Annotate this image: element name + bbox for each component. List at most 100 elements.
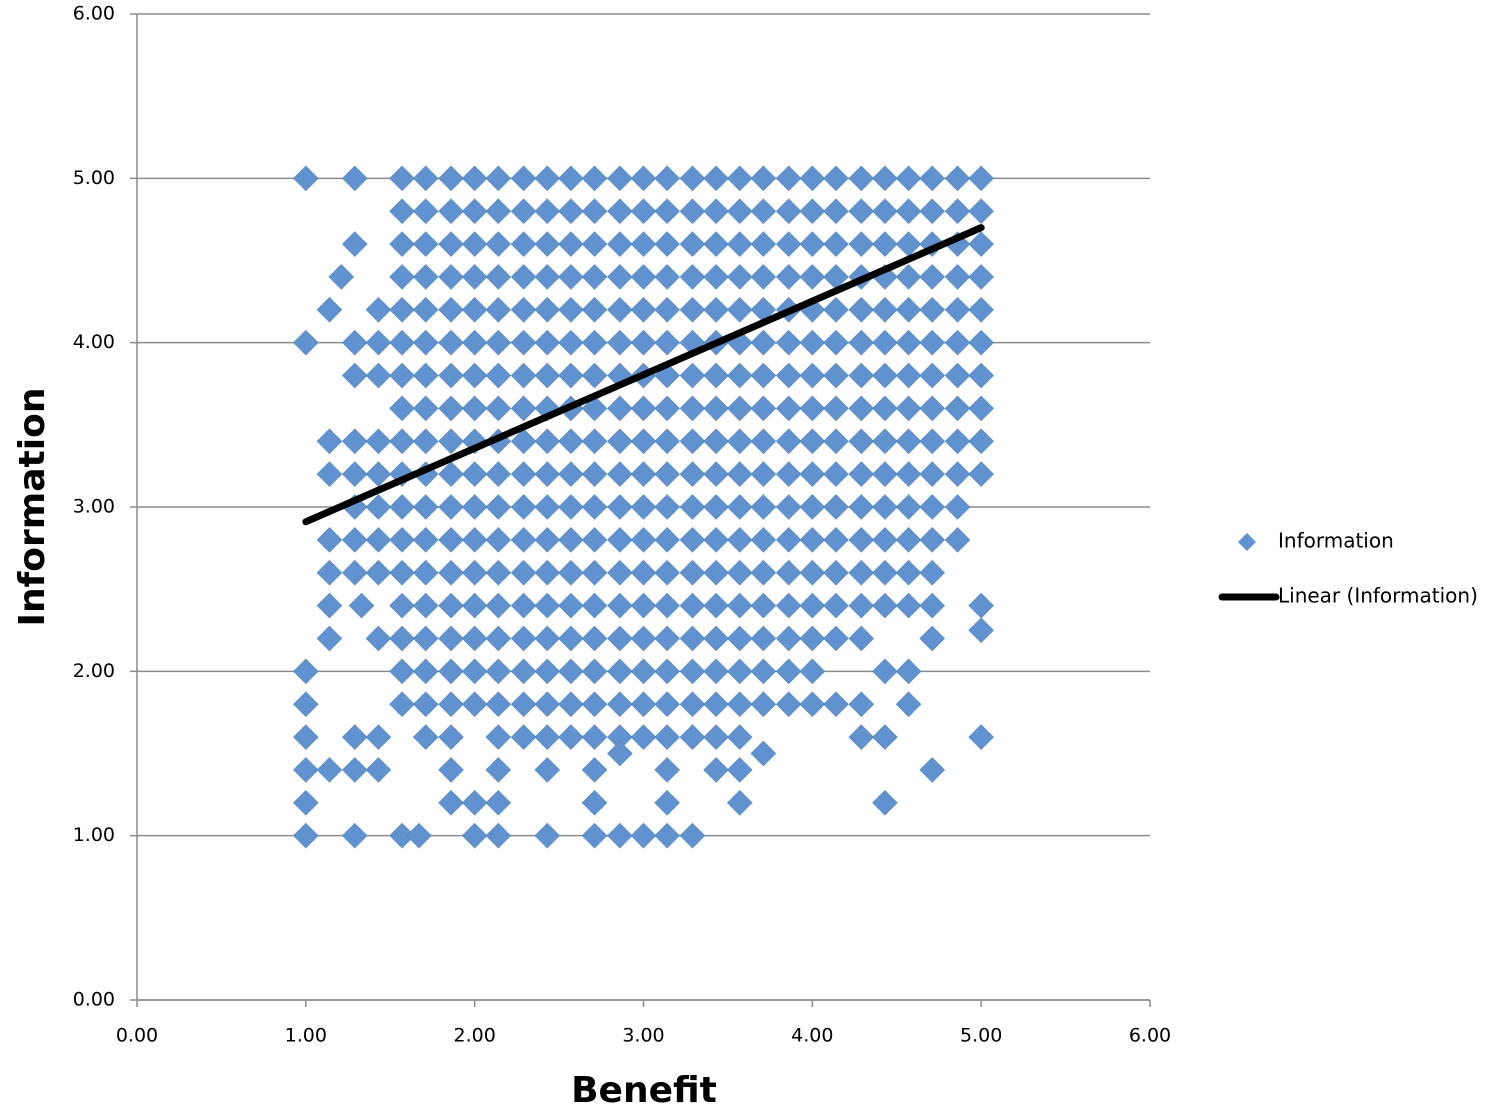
point <box>365 296 392 323</box>
y-tick-label: 6.00 <box>73 3 115 25</box>
point <box>365 329 392 356</box>
point <box>654 329 681 356</box>
point <box>581 461 608 488</box>
point <box>872 592 898 619</box>
point <box>872 494 898 520</box>
point <box>316 428 343 455</box>
point <box>872 428 898 455</box>
point <box>750 428 777 455</box>
point <box>438 494 464 520</box>
point <box>654 494 681 520</box>
point <box>799 691 826 718</box>
point <box>341 362 368 389</box>
point <box>703 296 730 323</box>
point <box>510 428 537 455</box>
point <box>703 428 730 455</box>
point <box>557 559 584 586</box>
point <box>895 362 922 389</box>
point <box>557 264 584 290</box>
point <box>919 329 946 356</box>
point <box>726 691 753 718</box>
point <box>775 526 802 553</box>
point <box>823 395 849 422</box>
point <box>872 198 898 225</box>
point <box>679 822 706 849</box>
point <box>944 329 971 356</box>
point <box>703 724 730 750</box>
point <box>654 428 681 455</box>
x-tick-label: 6.00 <box>1129 1025 1171 1047</box>
point <box>895 264 922 290</box>
point <box>679 461 706 488</box>
point <box>703 198 730 225</box>
point <box>438 428 464 455</box>
point <box>823 231 849 257</box>
point <box>438 198 464 225</box>
point <box>726 789 753 816</box>
point <box>606 329 633 356</box>
point <box>365 494 392 520</box>
point <box>775 198 802 225</box>
point <box>389 362 415 389</box>
point <box>438 264 464 290</box>
point <box>968 362 995 389</box>
trend-line <box>302 224 985 526</box>
point <box>389 231 415 257</box>
point <box>461 198 488 225</box>
point <box>799 231 826 257</box>
point <box>461 362 488 389</box>
point <box>919 592 946 619</box>
point <box>606 165 633 192</box>
point <box>630 395 657 422</box>
point <box>534 822 561 849</box>
point <box>703 592 730 619</box>
point <box>799 592 826 619</box>
point <box>703 165 730 192</box>
point <box>438 362 464 389</box>
point <box>606 198 633 225</box>
point <box>438 559 464 586</box>
point <box>510 231 537 257</box>
point <box>630 494 657 520</box>
point <box>438 395 464 422</box>
point <box>679 691 706 718</box>
point <box>630 559 657 586</box>
point <box>389 691 415 718</box>
point <box>919 296 946 323</box>
point <box>944 526 971 553</box>
point <box>775 658 802 685</box>
point <box>461 559 488 586</box>
point <box>412 658 439 685</box>
point <box>703 691 730 718</box>
x-tick-label: 3.00 <box>622 1025 664 1047</box>
point <box>341 526 368 553</box>
point <box>775 461 802 488</box>
point <box>944 296 971 323</box>
point <box>461 822 488 849</box>
point <box>412 296 439 323</box>
point <box>316 296 343 323</box>
point <box>679 625 706 652</box>
point <box>534 691 561 718</box>
point <box>872 461 898 488</box>
point <box>726 231 753 257</box>
point <box>823 165 849 192</box>
point <box>872 789 898 816</box>
point <box>848 461 875 488</box>
point <box>461 592 488 619</box>
point <box>606 264 633 290</box>
point <box>630 691 657 718</box>
point <box>968 198 995 225</box>
point <box>654 724 681 750</box>
point <box>919 395 946 422</box>
point <box>534 559 561 586</box>
point <box>389 526 415 553</box>
point <box>316 592 343 619</box>
y-tick-label: 4.00 <box>73 331 115 353</box>
point <box>679 296 706 323</box>
point <box>461 691 488 718</box>
point <box>510 658 537 685</box>
point <box>412 329 439 356</box>
point <box>316 757 343 783</box>
